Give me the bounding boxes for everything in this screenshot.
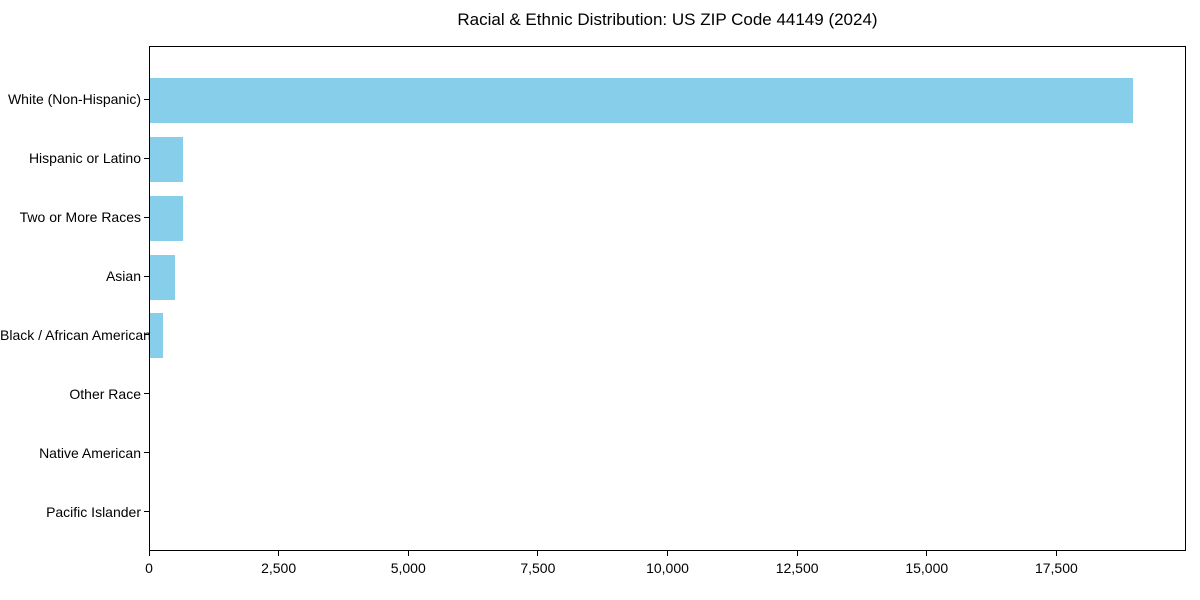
y-axis-category-label: Other Race bbox=[69, 385, 141, 402]
x-axis-tick-label: 17,500 bbox=[1034, 560, 1078, 576]
y-axis-category-label: Black / African American bbox=[0, 326, 151, 343]
y-axis-tick bbox=[144, 157, 149, 159]
y-axis-category-label: Pacific Islander bbox=[46, 503, 141, 520]
plot-area bbox=[149, 46, 1186, 551]
y-axis-category-label: White (Non-Hispanic) bbox=[7, 91, 141, 108]
y-axis-tick bbox=[144, 216, 149, 218]
x-axis-tick-label: 5,000 bbox=[390, 560, 426, 576]
x-axis-tick-label: 15,000 bbox=[905, 560, 949, 576]
bar-white-non-hispanic bbox=[150, 77, 1134, 123]
y-axis-category-label: Hispanic or Latino bbox=[28, 150, 141, 167]
bar-asian bbox=[150, 254, 175, 300]
x-axis-tick bbox=[278, 551, 280, 556]
x-axis-tick bbox=[926, 551, 928, 556]
chart-title: Racial & Ethnic Distribution: US ZIP Cod… bbox=[457, 10, 878, 29]
y-axis-category-label: Asian bbox=[105, 268, 141, 285]
x-axis-tick-label: 10,000 bbox=[646, 560, 689, 576]
y-axis-tick bbox=[144, 452, 149, 454]
y-axis-tick bbox=[144, 334, 149, 336]
x-axis-tick bbox=[148, 551, 150, 556]
y-axis-category-label: Native American bbox=[39, 444, 141, 461]
y-axis-tick bbox=[144, 393, 149, 395]
y-axis-tick bbox=[144, 98, 149, 100]
x-axis-tick-label: 7,500 bbox=[520, 560, 556, 576]
x-axis-tick bbox=[537, 551, 539, 556]
x-axis-tick-label: 0 bbox=[145, 560, 153, 576]
x-axis-tick-label: 2,500 bbox=[261, 560, 297, 576]
bar-black-african-american bbox=[150, 313, 163, 359]
x-axis-tick bbox=[667, 551, 668, 556]
bar-hispanic-or-latino bbox=[150, 136, 184, 182]
y-axis-category-label: Two or More Races bbox=[19, 209, 141, 226]
bar-two-or-more-races bbox=[150, 195, 183, 241]
x-axis-tick bbox=[407, 551, 409, 556]
x-axis-tick bbox=[796, 551, 798, 556]
y-axis-tick bbox=[144, 511, 149, 513]
y-axis-tick bbox=[144, 275, 149, 277]
x-axis-tick-label: 12,500 bbox=[775, 560, 819, 576]
x-axis-tick bbox=[1055, 551, 1057, 556]
